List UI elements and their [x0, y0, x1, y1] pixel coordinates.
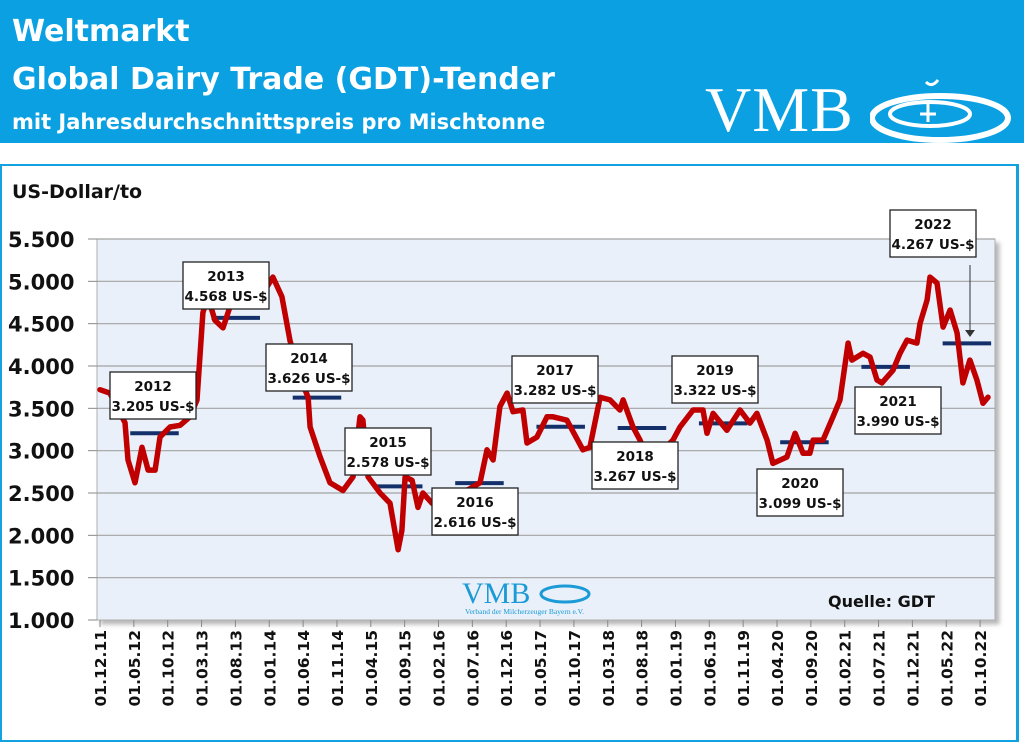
annual-average-label-2022: 2022 4.267 US-$ [889, 209, 977, 258]
label-year: 2017 [536, 363, 574, 379]
annual-average-label-2018: 2018 3.267 US-$ [591, 441, 679, 490]
watermark-drop-icon [539, 584, 591, 604]
label-box [265, 343, 353, 392]
annual-average-label-2015: 2015 2.578 US-$ [344, 427, 432, 476]
x-tick-label: 01.10.22 [972, 630, 990, 707]
x-tick-label: 01.05.22 [938, 630, 956, 707]
x-tick-label: 01.03.13 [194, 630, 212, 707]
label-box [889, 209, 977, 258]
label-value: 3.205 US-$ [111, 399, 194, 415]
label-value: 3.322 US-$ [673, 383, 756, 399]
x-tick-label: 01.03.18 [600, 630, 618, 707]
arrow-head-icon [965, 330, 975, 337]
y-tick-label: 2.500 [8, 482, 74, 506]
x-tick-label: 01.12.16 [498, 630, 516, 707]
x-tick-label: 01.12.21 [904, 630, 922, 707]
label-box [591, 441, 679, 490]
annual-average-label-2012: 2012 3.205 US-$ [109, 371, 197, 420]
label-year: 2021 [879, 394, 917, 410]
vmb-logo: VMB [705, 70, 1015, 150]
watermark-logo: VMB Verband der Milcherzeuger Bayern e.V… [462, 577, 591, 616]
x-tick-label: 01.06.19 [701, 630, 719, 707]
label-value: 4.267 US-$ [891, 237, 974, 253]
y-tick-label: 3.000 [8, 440, 74, 464]
chart-panel [0, 164, 1019, 742]
x-tick-label: 01.02.16 [431, 630, 449, 707]
x-tick-label: 01.04.20 [769, 630, 787, 707]
label-year: 2020 [781, 476, 819, 492]
x-tick-label: 01.07.16 [464, 630, 482, 707]
x-tick-label: 01.04.15 [363, 630, 381, 707]
x-tick-label: 01.07.21 [871, 630, 889, 707]
y-tick-label: 3.500 [8, 397, 74, 421]
label-box [854, 386, 942, 435]
y-axis-label: US-Dollar/to [12, 181, 142, 203]
label-box [431, 487, 519, 536]
y-tick-label: 4.500 [8, 313, 74, 337]
y-tick-label: 5.500 [8, 228, 74, 252]
label-box [182, 261, 270, 310]
x-tick-label: 01.05.12 [126, 630, 144, 707]
annual-average-label-2020: 2020 3.099 US-$ [756, 468, 844, 517]
label-value: 3.267 US-$ [593, 469, 676, 485]
label-year: 2013 [207, 269, 245, 285]
label-year: 2014 [290, 351, 328, 367]
x-tick-label: 01.12.11 [92, 630, 110, 707]
label-year: 2018 [616, 449, 654, 465]
annual-average-label-2013: 2013 4.568 US-$ [182, 261, 270, 310]
x-tick-label: 01.11.14 [329, 630, 347, 707]
milk-drop-logo-icon [870, 79, 1011, 143]
label-box [756, 468, 844, 517]
x-tick-label: 01.09.20 [803, 630, 821, 707]
label-value: 2.578 US-$ [346, 455, 429, 471]
label-year: 2019 [696, 363, 734, 379]
x-tick-label: 01.01.19 [667, 630, 685, 707]
annual-average-label-2021: 2021 3.990 US-$ [854, 386, 942, 435]
logo-text: VMB [705, 74, 854, 145]
label-value: 3.990 US-$ [856, 414, 939, 430]
header-title: Weltmarkt [12, 14, 190, 49]
x-tick-label: 01.08.13 [227, 630, 245, 707]
label-year: 2015 [369, 435, 407, 451]
x-tick-label: 01.08.18 [634, 630, 652, 707]
x-tick-label: 01.06.14 [295, 630, 313, 707]
watermark-tagline: Verband der Milcherzeuger Bayern e.V. [465, 607, 584, 616]
annual-average-label-2017: 2017 3.282 US-$ [511, 355, 599, 404]
label-box [671, 355, 759, 404]
annual-average-label-2016: 2016 2.616 US-$ [431, 487, 519, 536]
x-tick-label: 01.09.15 [397, 630, 415, 707]
label-value: 3.282 US-$ [513, 383, 596, 399]
label-year: 2012 [134, 379, 172, 395]
x-tick-label: 01.10.12 [160, 630, 178, 707]
label-value: 4.568 US-$ [184, 289, 267, 305]
x-tick-label: 01.05.17 [532, 630, 550, 707]
header-caption: mit Jahresdurchschnittspreis pro Mischto… [12, 110, 546, 134]
header-subtitle: Global Dairy Trade (GDT)-Tender [12, 62, 555, 97]
annual-average-label-2014: 2014 3.626 US-$ [265, 343, 353, 392]
y-tick-label: 1.500 [8, 567, 74, 591]
label-value: 3.099 US-$ [758, 496, 841, 512]
label-year: 2022 [914, 217, 952, 233]
label-value: 2.616 US-$ [433, 515, 516, 531]
header-banner: Weltmarkt Global Dairy Trade (GDT)-Tende… [0, 0, 1024, 143]
watermark-logo-text: VMB [462, 577, 530, 610]
label-box [344, 427, 432, 476]
y-tick-label: 4.000 [8, 355, 74, 379]
y-tick-label: 1.000 [8, 609, 74, 633]
x-tick-label: 01.01.14 [261, 630, 279, 707]
source-label: Quelle: GDT [828, 592, 935, 611]
label-box [511, 355, 599, 404]
y-tick-label: 5.000 [8, 270, 74, 294]
annual-average-label-2019: 2019 3.322 US-$ [671, 355, 759, 404]
label-year: 2016 [456, 495, 494, 511]
y-tick-label: 2.000 [8, 524, 74, 548]
label-value: 3.626 US-$ [267, 371, 350, 387]
x-tick-label: 01.02.21 [837, 630, 855, 707]
label-box [109, 371, 197, 420]
x-tick-label: 01.11.19 [735, 630, 753, 707]
x-tick-label: 01.10.17 [566, 630, 584, 707]
